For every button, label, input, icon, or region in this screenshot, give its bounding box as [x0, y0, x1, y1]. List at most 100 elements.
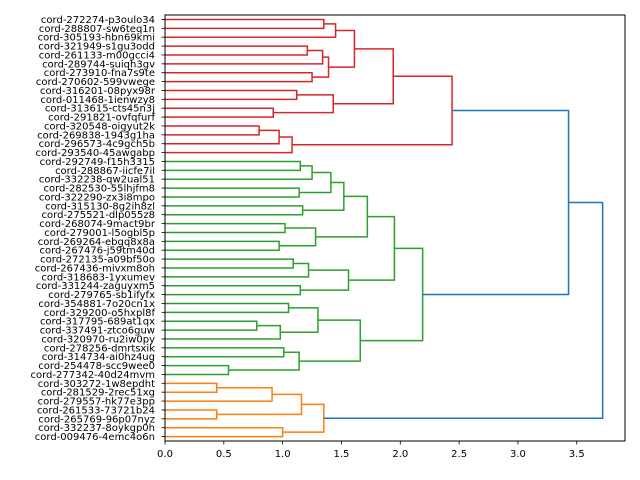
- leaf-label: cord-281529-2rec51xg: [41, 388, 155, 399]
- leaf-label: cord-254478-scc9wee0: [38, 361, 155, 372]
- leaf-label: cord-313615-cts45n3j: [45, 104, 155, 115]
- leaf-label: cord-277342-40d24mvm: [31, 370, 156, 381]
- leaf-label: cord-268074-9mact9br: [39, 219, 156, 230]
- dendrogram-link-green: [165, 284, 302, 296]
- leaf-label: cord-329200-o5hxpl8f: [44, 308, 156, 319]
- x-tick-label: 0.0: [157, 449, 173, 460]
- dendrogram-link-green: [279, 227, 317, 247]
- dendrogram-link-green: [165, 240, 280, 251]
- leaf-label: cord-261533-73721b24: [37, 405, 155, 416]
- leaf-label: cord-320548-oigyut2k: [44, 121, 155, 132]
- leaf-label: cord-320970-ru2iw0py: [41, 334, 155, 345]
- dendrogram-link-green: [165, 324, 282, 340]
- dendrogram-link-green: [280, 307, 319, 334]
- leaf-label: cord-303272-1w8epdht: [38, 379, 155, 390]
- x-tick-label: 3.5: [569, 449, 585, 460]
- dendrogram-link-green: [165, 302, 290, 314]
- leaf-label: cord-288867-iicfe7il: [55, 166, 155, 177]
- dendrogram-link-green: [348, 215, 396, 281]
- leaf-label: cord-261133-m00gcci4: [39, 50, 155, 61]
- leaf-label: cord-267476-j59tm40d: [39, 246, 155, 257]
- dendrogram-link-orange: [165, 382, 218, 393]
- leaf-label: cord-292749-f15h3315: [40, 157, 155, 168]
- leaf-label: cord-332237-8oykgp0h: [38, 423, 155, 434]
- leaf-label: cord-269838-1943g1ha: [37, 130, 155, 141]
- leaf-label: cord-282530-55lhjfm8: [43, 184, 155, 195]
- x-axis: 0.0 0.5 1.0 1.5 2.0 2.5 3.0 3.5: [157, 441, 585, 460]
- dendrogram-link-red: [165, 136, 293, 154]
- dendrogram-link-green: [165, 347, 285, 358]
- leaf-label: cord-267436-mivxm8oh: [35, 263, 155, 274]
- dendrogram-link-green: [165, 262, 310, 278]
- leaf-label: cord-265769-96p07nyz: [38, 414, 155, 425]
- dendrogram-link-red: [165, 129, 280, 145]
- leaf-label: cord-009476-4emc4o6n: [35, 432, 155, 443]
- dendrogram-link-red: [165, 18, 325, 30]
- dendrogram-link-red: [165, 49, 324, 65]
- leaf-label: cord-337491-ztco6guw: [40, 326, 155, 337]
- leaf-label: cord-317795-689at1qx: [40, 317, 155, 328]
- leaf-label: cord-273910-fna7s9te: [44, 68, 155, 79]
- leaf-label: cord-272274-p3oulo34: [41, 15, 155, 26]
- dendrogram-link-red: [165, 107, 274, 118]
- leaf-label: cord-291821-ovfqfurf: [48, 113, 155, 124]
- leaf-label: cord-321949-s1gu3odd: [38, 42, 155, 53]
- dendrogram-link-green: [165, 222, 286, 234]
- dendrogram-link-green: [165, 187, 300, 198]
- dendrogram-link-above: [323, 201, 604, 420]
- dendrogram-link-above: [422, 109, 570, 296]
- leaf-label: cord-315130-8g2ih8zl: [45, 201, 155, 212]
- leaf-label: cord-279557-hk77e3pp: [38, 397, 155, 408]
- dendrogram-link-green: [315, 195, 369, 238]
- dendrogram-link-red: [312, 56, 330, 78]
- leaf-label: cord-270602-599vwege: [36, 77, 155, 88]
- leaf-label: cord-322290-zx3i8mpo: [39, 192, 155, 203]
- leaf-label: cord-279765-sb1ifyfx: [48, 290, 155, 301]
- dendrogram-link-green: [165, 165, 313, 180]
- dendrogram-link-green: [360, 247, 424, 342]
- dendrogram-link-red: [165, 23, 337, 38]
- dendrogram-link-orange: [165, 387, 273, 402]
- leaf-label: cord-331244-zaguyxm5: [36, 281, 155, 292]
- leaf-label: cord-011468-1ienwzy8: [40, 95, 155, 106]
- dendrogram-link-green: [302, 181, 345, 211]
- leaf-label: cord-354881-7o20cn1x: [38, 299, 155, 310]
- dendrogram-link-orange: [165, 426, 284, 438]
- x-tick-label: 2.5: [451, 449, 467, 460]
- dendrogram-link-green: [165, 364, 230, 376]
- leaf-label: cord-318683-1yxumev: [41, 272, 155, 283]
- leaf-label: cord-293540-45awgabp: [36, 148, 156, 159]
- plot-frame: [164, 14, 626, 442]
- x-tick-label: 3.0: [510, 449, 526, 460]
- x-tick-label: 1.5: [334, 449, 350, 460]
- dendrogram-link-green: [299, 171, 332, 194]
- dendrogram-links: [165, 18, 604, 438]
- dendrogram-link-red: [165, 125, 260, 136]
- leaf-label: cord-278256-dmrtsxik: [44, 343, 155, 354]
- dendrogram-link-green: [299, 319, 362, 362]
- x-tick-label: 1.0: [275, 449, 291, 460]
- x-tick-label: 0.5: [216, 449, 232, 460]
- leaf-label: cord-288807-sw6teq1n: [39, 24, 155, 35]
- dendrogram-link-green: [165, 258, 294, 269]
- leaf-label: cord-275521-dlp055z8: [42, 210, 155, 221]
- leaf-label: cord-332238-qw2ual51: [39, 175, 155, 186]
- dendrogram-link-red: [273, 94, 334, 114]
- dendrogram-link-red: [292, 75, 453, 146]
- leaf-label: cord-289744-suiqh3gv: [42, 59, 155, 70]
- leaf-label: cord-269264-ebgq8x8a: [38, 237, 155, 248]
- leaf-label: cord-279001-l5ogbl5p: [44, 228, 155, 239]
- leaf-label: cord-296573-4c9gch5b: [39, 139, 155, 150]
- dendrogram-link-red: [165, 71, 313, 83]
- dendrogram-link-red: [165, 89, 298, 101]
- dendrogram-link-red: [328, 29, 356, 68]
- dendrogram-link-orange: [165, 409, 218, 420]
- dendrogram-link-green: [228, 351, 300, 371]
- dendrogram-link-green: [300, 269, 350, 291]
- dendrogram-link-green: [165, 160, 302, 172]
- dendrogram-link-red: [333, 48, 394, 105]
- dendrogram-link-green: [165, 320, 258, 331]
- x-tick-label: 2.0: [392, 449, 408, 460]
- dendrogram-link-orange: [282, 403, 325, 433]
